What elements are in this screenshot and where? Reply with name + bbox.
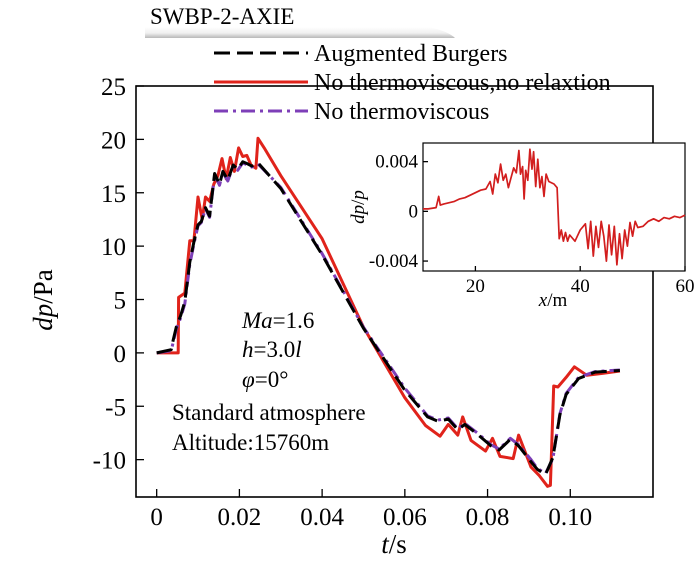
y-tick-label: -10 <box>93 448 126 475</box>
legend-label-augmented-burgers: Augmented Burgers <box>314 41 508 67</box>
header-label: SWBP-2-AXIE <box>150 4 294 29</box>
y-tick-label: -5 <box>105 394 126 421</box>
inset-plot-background <box>423 143 685 271</box>
x-tick-label: 40 <box>571 276 590 297</box>
main-plot-frame <box>135 85 654 498</box>
legend-label-no-thermoviscous: No thermoviscous <box>314 99 489 125</box>
x-tick-label: 0.06 <box>383 504 427 531</box>
main-axis-ticks: 0 0.02 0.04 0.06 0.08 0.10 25 20 15 10 5 0 -5 -10 <box>93 74 592 531</box>
y-axis-label: dp/Pa <box>28 269 58 331</box>
x-tick-label: 0.08 <box>466 504 510 531</box>
y-tick-label: 0 <box>114 341 127 368</box>
inset-series-group <box>423 148 686 266</box>
y-tick-label: 0 <box>409 201 419 222</box>
main-plot: 0 0.02 0.04 0.06 0.08 0.10 25 20 15 10 5 0 -5 -10 dp/… <box>28 74 654 559</box>
legend-label-no-thermoviscous-no-relaxtion: No thermoviscous,no relaxtion <box>314 70 611 96</box>
y-tick-label: 15 <box>101 181 126 208</box>
y-tick-label: 0.004 <box>375 152 418 173</box>
legend-item-no-thermoviscous: No thermoviscous <box>214 99 489 125</box>
annotation-h: h=3.0l <box>242 337 302 362</box>
inset-x-axis-label: x/m <box>538 290 568 311</box>
main-series-no-thermoviscous-no-relaxtion <box>156 136 621 488</box>
legend-item-no-thermoviscous-no-relaxtion: No thermoviscous,no relaxtion <box>214 70 611 96</box>
x-tick-label: 60 <box>676 276 695 297</box>
annotation-ma: Ma=1.6 <box>241 308 314 333</box>
annotation-altitude: Altitude:15760m <box>172 430 329 455</box>
legend: Augmented Burgers No thermoviscous,no re… <box>214 41 611 125</box>
x-tick-label: 0 <box>150 504 163 531</box>
inset-axis-ticks: 20 40 60 0.004 0 -0.004 <box>369 152 695 297</box>
main-series-augmented-burgers <box>156 160 620 477</box>
x-tick-label: 0.10 <box>548 504 592 531</box>
inset-plot: 20 40 60 0.004 0 -0.004 dp/p x/m <box>348 142 695 311</box>
y-tick-label: 20 <box>101 127 126 154</box>
inset-plot-frame <box>422 142 686 272</box>
x-axis-label: t/s <box>381 529 407 559</box>
inset-series-line-0 <box>423 148 686 266</box>
annotation-phi: φ=0° <box>242 367 288 392</box>
y-tick-label: 5 <box>114 288 127 315</box>
x-tick-label: 0.04 <box>300 504 344 531</box>
legend-item-augmented-burgers: Augmented Burgers <box>214 41 508 67</box>
inset-y-axis-label: dp/p <box>348 190 369 224</box>
x-tick-label: 20 <box>466 276 485 297</box>
annotation-atmosphere: Standard atmosphere <box>172 400 366 425</box>
header-tab: SWBP-2-AXIE <box>145 4 455 38</box>
x-tick-label: 0.02 <box>218 504 262 531</box>
header-tab-shape <box>145 27 455 38</box>
condition-annotations: Ma=1.6 h=3.0l φ=0° Standard atmosphere A… <box>172 308 366 455</box>
y-tick-label: 25 <box>101 74 126 101</box>
y-tick-label: -0.004 <box>369 251 419 272</box>
main-series-group <box>156 136 621 488</box>
y-tick-label: 10 <box>101 234 126 261</box>
